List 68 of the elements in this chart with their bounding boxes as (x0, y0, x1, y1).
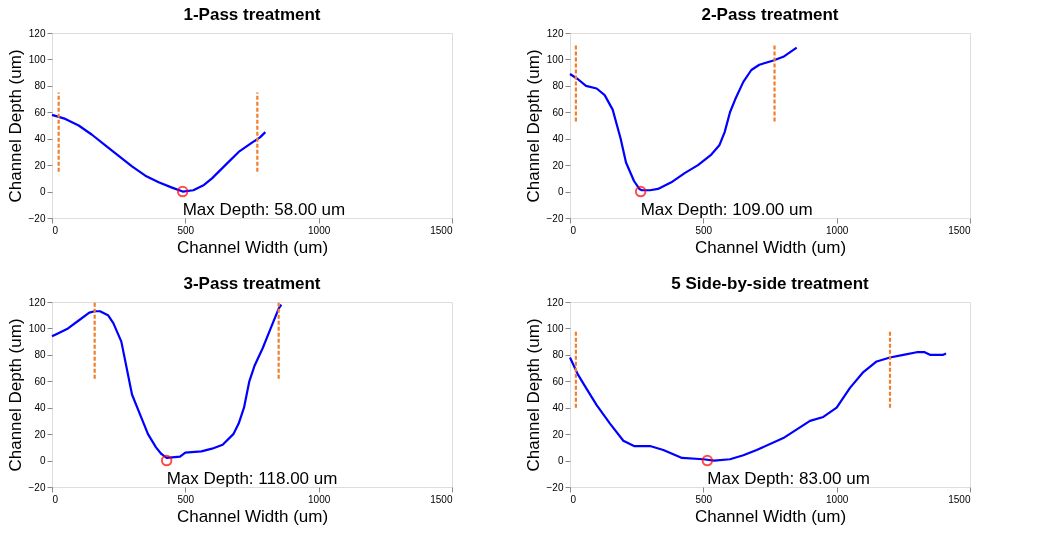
y-axis-title: Channel Depth (um) (523, 49, 543, 203)
y-tick-label: 120 (546, 296, 564, 308)
chart-title: 1-Pass treatment (183, 5, 321, 24)
x-axis-title: Channel Width (um) (694, 237, 847, 257)
y-tick-label: 80 (34, 80, 46, 92)
x-tick-label: 1500 (430, 493, 453, 505)
x-tick-label: 1000 (308, 224, 331, 236)
annotation: Max Depth: 83.00 um (707, 468, 870, 488)
x-tick-label: 1500 (948, 493, 971, 505)
y-tick-label: 20 (34, 159, 46, 171)
x-tick-label: 1000 (826, 493, 849, 505)
y-tick-label: 120 (28, 296, 46, 308)
y-axis-title: Channel Depth (um) (5, 49, 25, 203)
y-tick-label: 100 (28, 322, 46, 334)
y-tick-label: 40 (34, 402, 46, 414)
y-tick-label: 80 (34, 349, 46, 361)
x-axis-title: Channel Width (um) (176, 237, 329, 257)
y-tick-label: −20 (28, 212, 46, 224)
x-tick-label: 500 (177, 493, 195, 505)
y-tick-label: 100 (546, 53, 564, 65)
x-tick-label: 1500 (948, 224, 971, 236)
y-tick-label: −20 (546, 212, 564, 224)
y-axis-title: Channel Depth (um) (523, 318, 543, 472)
y-tick-label: 100 (546, 322, 564, 334)
x-tick-label: 500 (695, 224, 713, 236)
y-tick-label: 100 (28, 53, 46, 65)
line-series (50, 113, 267, 193)
annotation: Max Depth: 58.00 um (182, 199, 346, 219)
chart-title: 5 Side-by-side treatment (671, 274, 870, 293)
x-tick-label: 0 (570, 224, 577, 236)
x-tick-label: 1500 (430, 224, 453, 236)
line-series (568, 46, 798, 192)
y-tick-label: 60 (552, 375, 564, 387)
x-tick-label: 0 (52, 224, 59, 236)
y-tick-label: 60 (552, 106, 564, 118)
y-tick-label: 40 (552, 133, 564, 145)
x-tick-label: 500 (177, 224, 195, 236)
y-tick-label: 120 (546, 27, 564, 39)
y-tick-label: 20 (34, 428, 46, 440)
y-tick-label: 80 (552, 349, 564, 361)
x-tick-label: 1000 (826, 224, 849, 236)
y-tick-label: −20 (546, 481, 564, 493)
line-series (50, 303, 283, 460)
y-tick-label: 0 (557, 455, 564, 467)
x-tick-label: 1000 (308, 493, 331, 505)
y-tick-label: 40 (34, 133, 46, 145)
y-tick-label: 0 (557, 186, 564, 198)
y-tick-label: 20 (552, 428, 564, 440)
x-tick-label: 0 (52, 493, 59, 505)
x-axis-title: Channel Width (um) (694, 506, 847, 526)
annotation: Max Depth: 109.00 um (640, 199, 813, 219)
y-tick-label: 40 (552, 402, 564, 414)
y-tick-label: −20 (28, 481, 46, 493)
line-series (568, 351, 948, 462)
x-tick-label: 0 (570, 493, 577, 505)
y-tick-label: 0 (39, 455, 46, 467)
y-tick-label: 20 (552, 159, 564, 171)
chart-title: 2-Pass treatment (701, 5, 839, 24)
y-tick-label: 120 (28, 27, 46, 39)
y-tick-label: 80 (552, 80, 564, 92)
annotation: Max Depth: 118.00 um (166, 468, 338, 488)
chart-title: 3-Pass treatment (183, 274, 321, 293)
x-tick-label: 500 (695, 493, 713, 505)
y-tick-label: 60 (34, 375, 46, 387)
y-tick-label: 0 (39, 186, 46, 198)
x-axis-title: Channel Width (um) (176, 506, 329, 526)
y-tick-label: 60 (34, 106, 46, 118)
y-axis-title: Channel Depth (um) (5, 318, 25, 472)
